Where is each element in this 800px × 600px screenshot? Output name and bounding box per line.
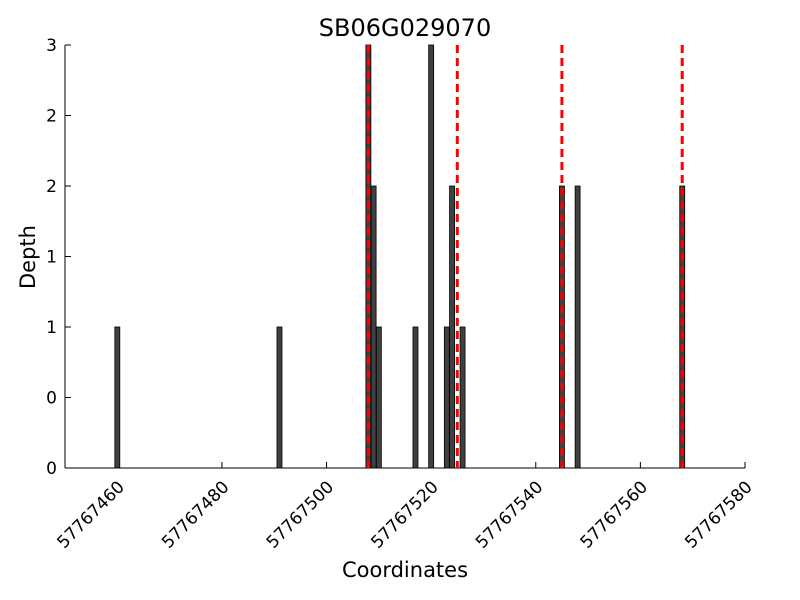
bar <box>443 326 450 469</box>
bar <box>449 185 455 469</box>
x-tick-label: 57767480 <box>158 477 233 552</box>
y-tick-label: 2 <box>46 107 57 127</box>
bar <box>412 326 419 469</box>
x-tick-label: 57767500 <box>263 477 338 552</box>
x-tick-label: 57767460 <box>54 477 129 552</box>
bar <box>459 326 466 469</box>
bar <box>574 185 581 469</box>
bar <box>114 326 121 469</box>
plot-area: 0 0 1 1 2 2 3 57767460 57767480 57767500 57767520 5… <box>46 36 756 553</box>
bar <box>370 185 377 469</box>
x-tick-label: 57767520 <box>367 477 442 552</box>
x-tick-label: 57767540 <box>472 477 547 552</box>
y-tick-label: 0 <box>46 459 57 479</box>
x-tick-label: 57767560 <box>577 477 652 552</box>
bar <box>276 326 283 469</box>
y-tick-label: 1 <box>46 318 57 338</box>
y-tick-label: 1 <box>46 248 57 268</box>
y-tick-label: 3 <box>46 36 57 56</box>
y-tick-label: 2 <box>46 177 57 197</box>
chart-title: SB06G029070 <box>319 14 491 42</box>
y-axis-label: Depth <box>16 225 40 289</box>
bar <box>375 326 382 469</box>
x-tick-label: 57767580 <box>681 477 756 552</box>
y-tick-label: 0 <box>46 389 57 409</box>
x-axis-label: Coordinates <box>342 558 468 582</box>
bar <box>428 44 435 469</box>
